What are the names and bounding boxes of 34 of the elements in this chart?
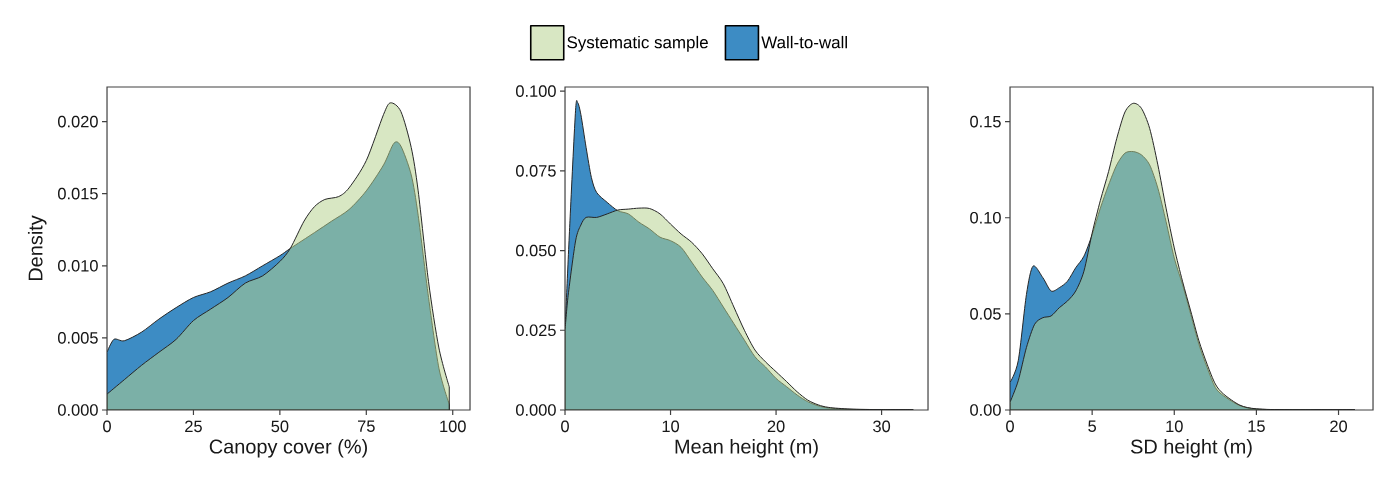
y-tick-label: 0.00	[970, 404, 1001, 416]
y-tick-label: 0.000	[516, 404, 556, 416]
y-tick-label: 0.05	[970, 308, 1001, 320]
y-axis-title: Density	[27, 215, 47, 281]
x-axis-title: Mean height (m)	[675, 438, 818, 458]
x-tick-label: 0	[1006, 420, 1014, 433]
x-tick-label: 20	[767, 420, 785, 433]
legend-label: Systematic sample	[567, 35, 708, 52]
x-tick-label: 0	[103, 420, 111, 433]
x-tick-label: 20	[1330, 420, 1348, 433]
x-tick-label: 25	[185, 420, 202, 433]
y-tick-label: 0.15	[970, 115, 1001, 128]
y-tick-label: 0.100	[516, 85, 556, 97]
x-tick-label: 15	[1248, 420, 1265, 432]
y-tick-label: 0.10	[970, 211, 1001, 224]
y-tick-label: 0.015	[58, 187, 98, 200]
x-axis-title: Canopy cover (%)	[209, 438, 367, 458]
x-tick-label: 100	[440, 420, 466, 433]
legend-label: Wall-to-wall	[761, 35, 847, 49]
x-tick-label: 75	[358, 420, 375, 432]
y-tick-label: 0.000	[58, 404, 98, 416]
x-tick-label: 10	[1166, 420, 1183, 433]
x-tick-label: 5	[1088, 420, 1097, 432]
y-tick-label: 0.005	[58, 332, 98, 344]
y-tick-label: 0.050	[516, 244, 556, 257]
x-tick-label: 10	[662, 420, 680, 433]
x-tick-label: 50	[271, 420, 289, 433]
y-tick-label: 0.075	[516, 165, 556, 177]
x-tick-label: 30	[873, 420, 891, 433]
y-tick-label: 0.020	[58, 115, 98, 128]
y-tick-label: 0.010	[58, 259, 98, 272]
y-tick-label: 0.025	[516, 324, 556, 337]
x-tick-label: 0	[561, 420, 569, 433]
x-axis-title: SD height (m)	[1130, 438, 1252, 458]
